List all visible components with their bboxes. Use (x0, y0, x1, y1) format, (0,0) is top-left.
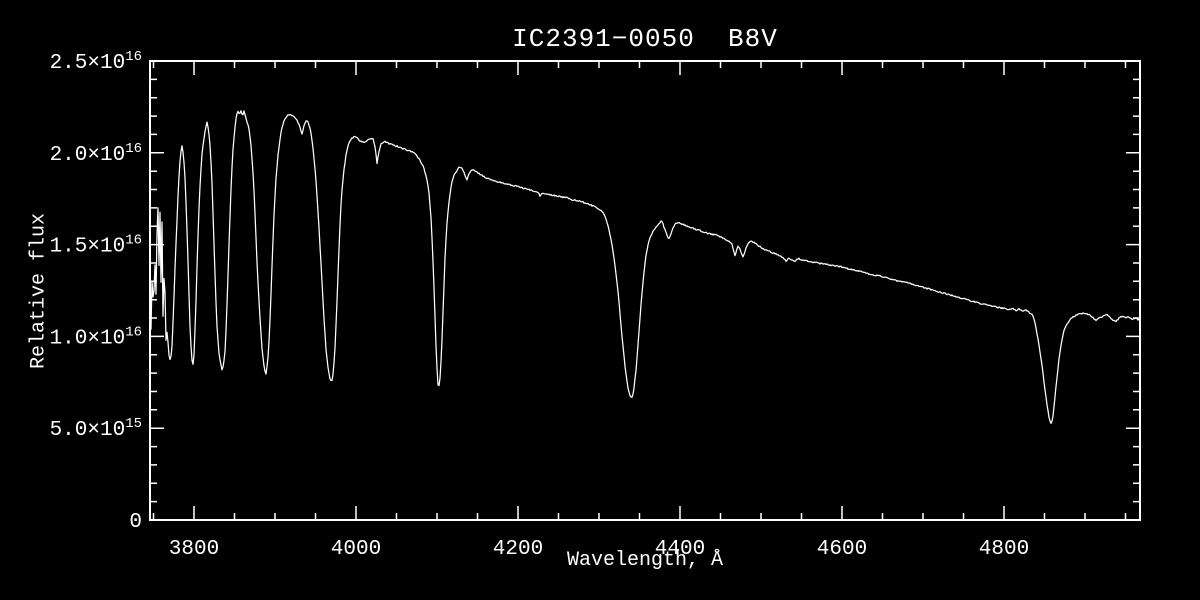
plot-box (149, 60, 1141, 521)
x-axis-label: Wavelength, Å (566, 549, 724, 572)
x-tick-label: 4600 (817, 538, 867, 561)
y-tick-label: 2.0×1016 (50, 141, 142, 167)
x-tick-label: 4000 (331, 538, 381, 561)
y-tick-label: 2.5×1016 (50, 49, 142, 75)
x-tick-label: 3800 (169, 538, 219, 561)
chart-title: IC2391−0050 B8V (512, 24, 778, 54)
y-tick-label: 0 (129, 511, 142, 534)
axis-ticks (150, 60, 1140, 521)
y-tick-label: 5.0×1015 (50, 416, 142, 442)
y-tick-label: 1.5×1016 (50, 233, 142, 259)
y-tick-label: 1.0×1016 (50, 324, 142, 350)
x-tick-label: 4400 (655, 538, 705, 561)
x-tick-label: 4800 (979, 538, 1029, 561)
spectrum-line (149, 110, 1141, 425)
x-tick-label: 4200 (493, 538, 543, 561)
